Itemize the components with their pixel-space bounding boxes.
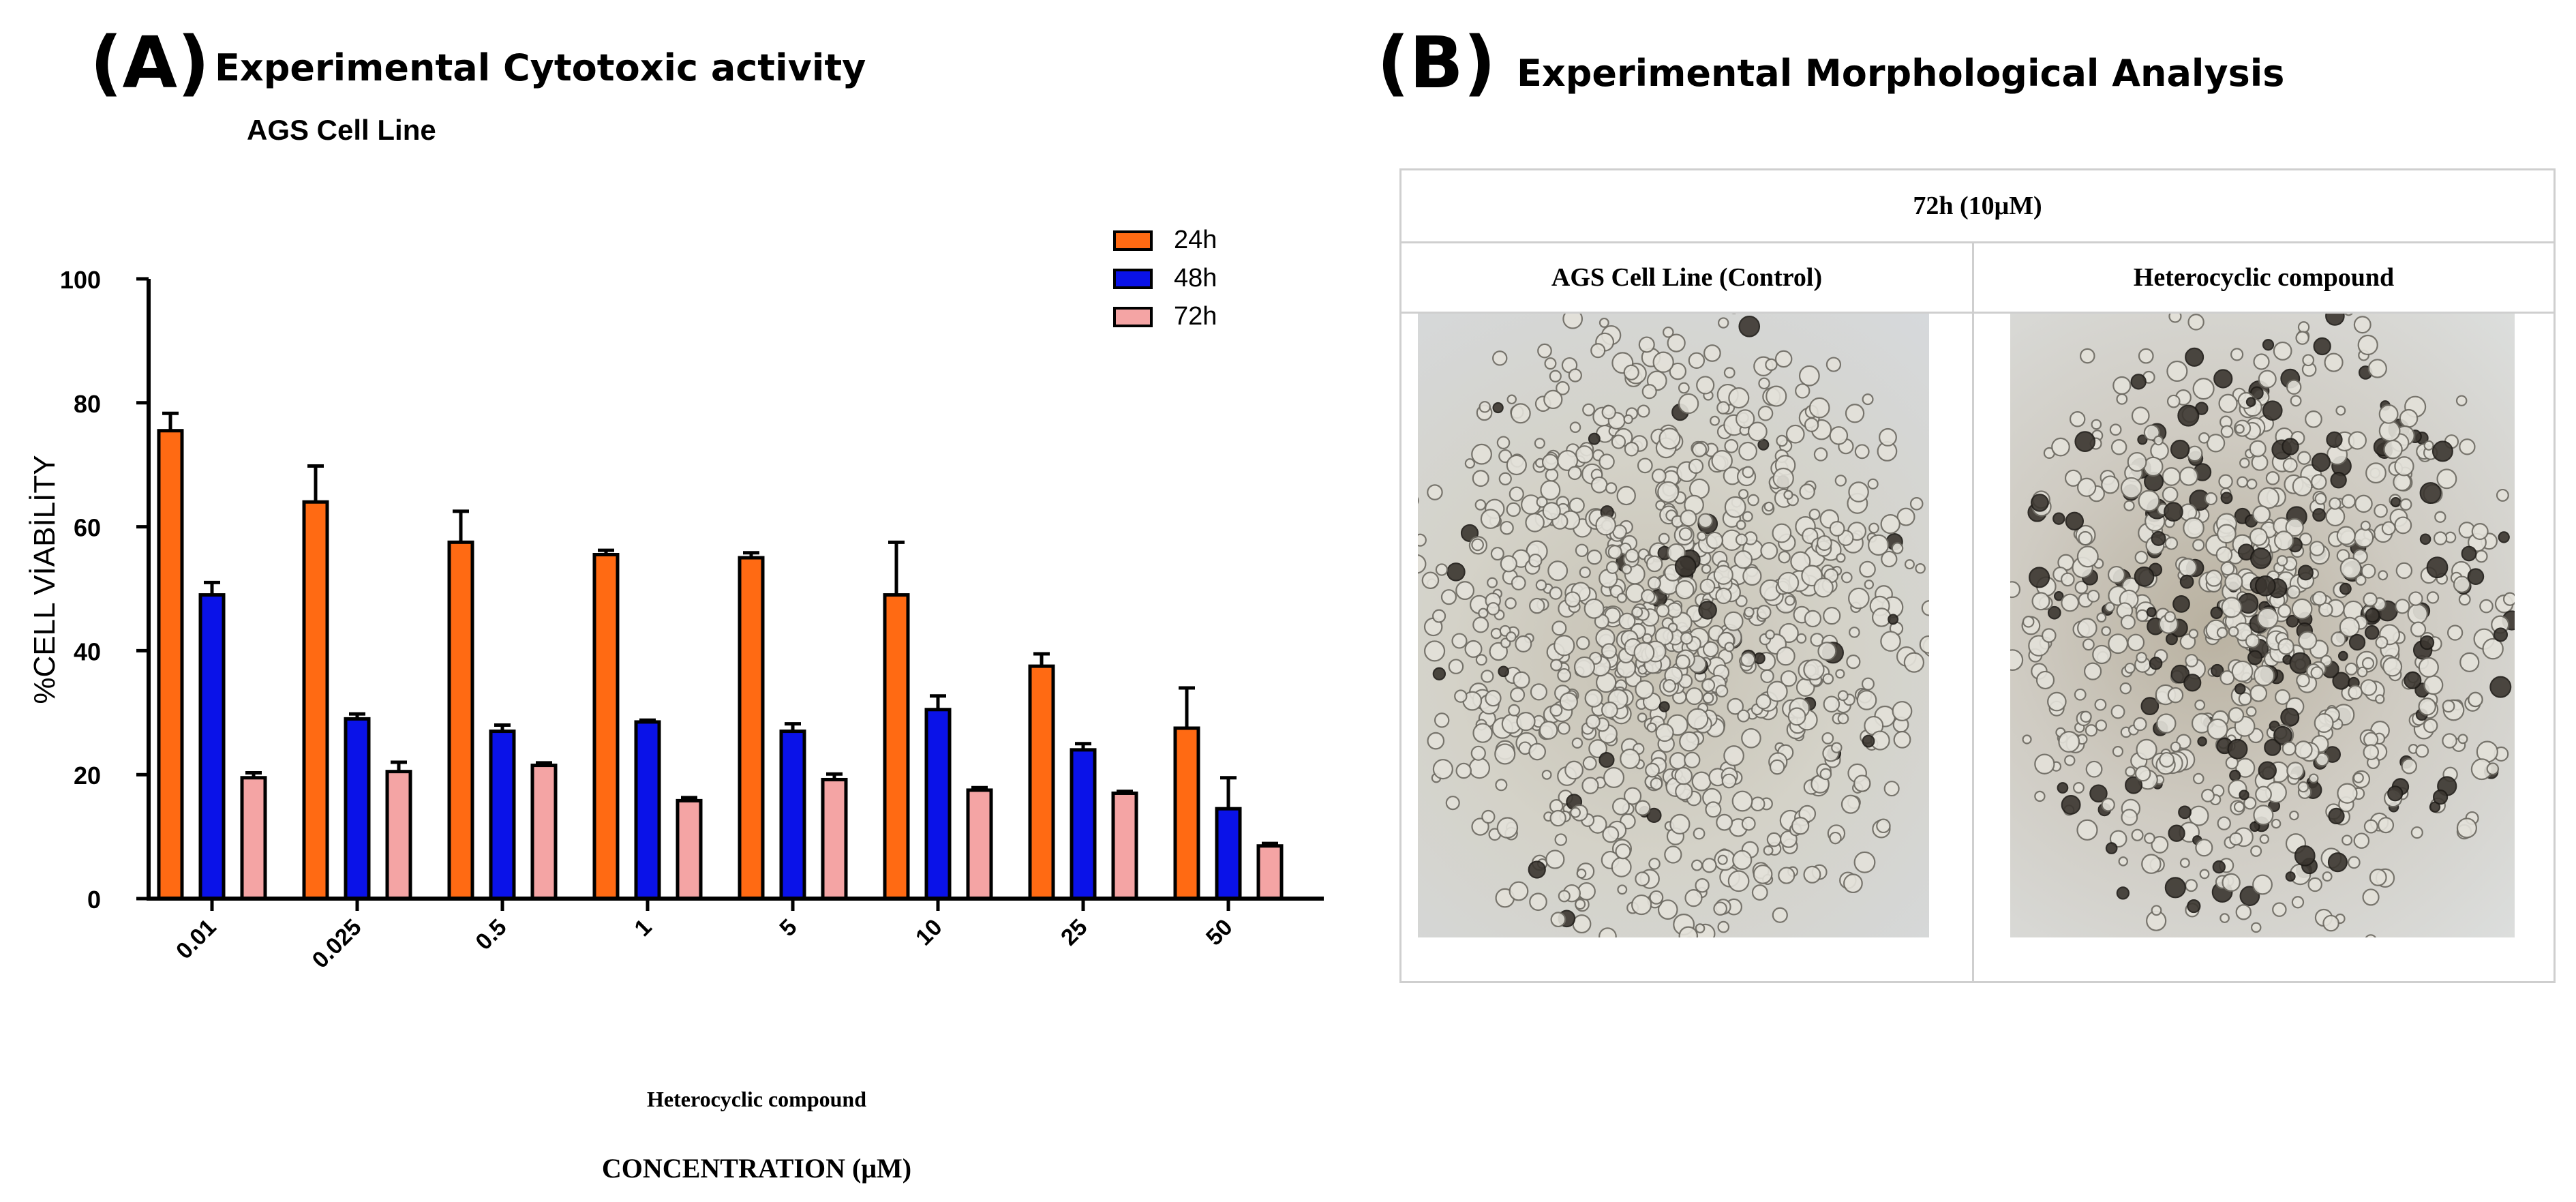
error-bar-48h-0.01 bbox=[204, 580, 220, 595]
y-tick-label: 40 bbox=[74, 637, 101, 665]
error-bar-24h-0.01 bbox=[162, 411, 179, 431]
panel-b-title: Experimental Morphological Analysis bbox=[1517, 52, 2285, 95]
x-tick-label: 0.5 bbox=[470, 914, 511, 955]
error-bar-72h-1 bbox=[681, 796, 697, 801]
error-bar-72h-10 bbox=[971, 785, 988, 790]
legend-item-24h: 24h bbox=[1113, 226, 1217, 254]
panel-b-letter: (B) bbox=[1377, 21, 1496, 104]
error-bar-24h-1 bbox=[598, 548, 614, 555]
legend-swatch-24h bbox=[1113, 230, 1153, 251]
microscopy-image-treated bbox=[2010, 314, 2515, 937]
y-tick-label: 80 bbox=[74, 390, 101, 418]
x-tick-label: 50 bbox=[1201, 914, 1238, 951]
error-bar-48h-10 bbox=[930, 694, 946, 710]
error-bar-72h-25 bbox=[1117, 790, 1133, 794]
bar-24h-50 bbox=[1173, 726, 1200, 901]
bar-48h-50 bbox=[1215, 807, 1242, 901]
bar-48h-0.5 bbox=[489, 730, 516, 901]
bar-72h-10 bbox=[966, 788, 993, 901]
legend-swatch-72h bbox=[1113, 307, 1153, 327]
panel-a-letter: (A) bbox=[90, 21, 210, 104]
morphology-table: 72h (10μM) AGS Cell Line (Control) Heter… bbox=[1399, 168, 2556, 983]
legend-item-72h: 72h bbox=[1113, 302, 1217, 331]
panel-a-title: Experimental Cytotoxic activity bbox=[215, 46, 866, 89]
microscopy-image-control bbox=[1418, 314, 1929, 937]
error-bar-72h-5 bbox=[826, 772, 843, 780]
legend-label: 48h bbox=[1174, 264, 1217, 292]
table-header: 72h (10μM) bbox=[1401, 170, 2554, 243]
bar-24h-25 bbox=[1028, 664, 1055, 901]
bar-72h-5 bbox=[821, 777, 848, 901]
bar-72h-1 bbox=[676, 798, 703, 901]
bar-48h-25 bbox=[1070, 748, 1097, 901]
bar-72h-25 bbox=[1111, 791, 1138, 901]
x-tick-label: 0.025 bbox=[307, 914, 367, 974]
bar-48h-1 bbox=[634, 720, 661, 901]
column-header-control: AGS Cell Line (Control) bbox=[1401, 243, 1972, 314]
y-tick-label: 0 bbox=[87, 886, 101, 914]
x-tick-label: 25 bbox=[1056, 914, 1093, 951]
x-tick-label: 1 bbox=[629, 914, 656, 942]
error-bar-72h-50 bbox=[1262, 841, 1278, 846]
error-bar-72h-0.01 bbox=[245, 770, 262, 778]
error-bar-24h-5 bbox=[743, 551, 759, 558]
column-divider bbox=[1972, 243, 1974, 981]
bar-72h-50 bbox=[1256, 844, 1284, 901]
bar-48h-5 bbox=[779, 730, 806, 901]
bar-48h-10 bbox=[924, 708, 952, 901]
error-bar-48h-50 bbox=[1220, 776, 1237, 809]
y-tick-label: 100 bbox=[60, 266, 101, 294]
cell-cluster bbox=[2010, 314, 2515, 937]
bar-72h-0.01 bbox=[240, 776, 267, 901]
error-bar-48h-1 bbox=[639, 718, 656, 722]
error-bar-24h-25 bbox=[1033, 652, 1050, 667]
error-bar-24h-0.5 bbox=[453, 509, 469, 543]
y-tick-label: 20 bbox=[74, 762, 101, 790]
x-axis-title: CONCENTRATION (μM) bbox=[601, 1153, 912, 1184]
error-bar-24h-0.025 bbox=[307, 464, 324, 502]
bar-24h-0.5 bbox=[447, 540, 474, 901]
error-bar-48h-25 bbox=[1075, 742, 1091, 750]
legend-label: 72h bbox=[1174, 302, 1217, 331]
bar-24h-1 bbox=[592, 553, 620, 901]
y-tick-label: 60 bbox=[74, 514, 101, 542]
chart-subtitle: AGS Cell Line bbox=[247, 114, 436, 146]
bar-24h-0.025 bbox=[302, 500, 329, 901]
legend-swatch-48h bbox=[1113, 269, 1153, 289]
bar-24h-10 bbox=[883, 593, 910, 901]
error-bar-48h-5 bbox=[785, 722, 801, 732]
x-caption-compound: Heterocyclic compound bbox=[646, 1087, 866, 1111]
error-bar-72h-0.5 bbox=[536, 761, 552, 766]
legend-label: 24h bbox=[1174, 226, 1217, 254]
y-axis-label: %CELL VİABİLİTY bbox=[28, 455, 61, 704]
x-tick-label: 0.01 bbox=[171, 914, 222, 965]
x-tick-label: 5 bbox=[774, 914, 802, 942]
bar-24h-0.01 bbox=[157, 429, 184, 901]
cell-cluster bbox=[1418, 314, 1929, 937]
bar-24h-5 bbox=[738, 556, 765, 901]
bar-chart: 0 20 40 60 80 100 0.01 0.025 0.5 1 5 10 25 50 %CELL V… bbox=[28, 226, 1324, 974]
error-bar-24h-10 bbox=[888, 540, 905, 595]
bar-48h-0.01 bbox=[198, 593, 226, 901]
column-header-treated: Heterocyclic compound bbox=[1974, 243, 2554, 314]
error-bar-24h-50 bbox=[1179, 686, 1195, 729]
legend-item-48h: 48h bbox=[1113, 264, 1217, 292]
bar-72h-0.5 bbox=[530, 764, 558, 901]
error-bar-48h-0.5 bbox=[494, 723, 511, 732]
bar-72h-0.025 bbox=[385, 770, 412, 901]
error-bar-48h-0.025 bbox=[349, 712, 365, 719]
x-tick-label: 10 bbox=[911, 914, 948, 951]
error-bar-72h-0.025 bbox=[391, 760, 407, 772]
bar-48h-0.025 bbox=[344, 717, 371, 901]
